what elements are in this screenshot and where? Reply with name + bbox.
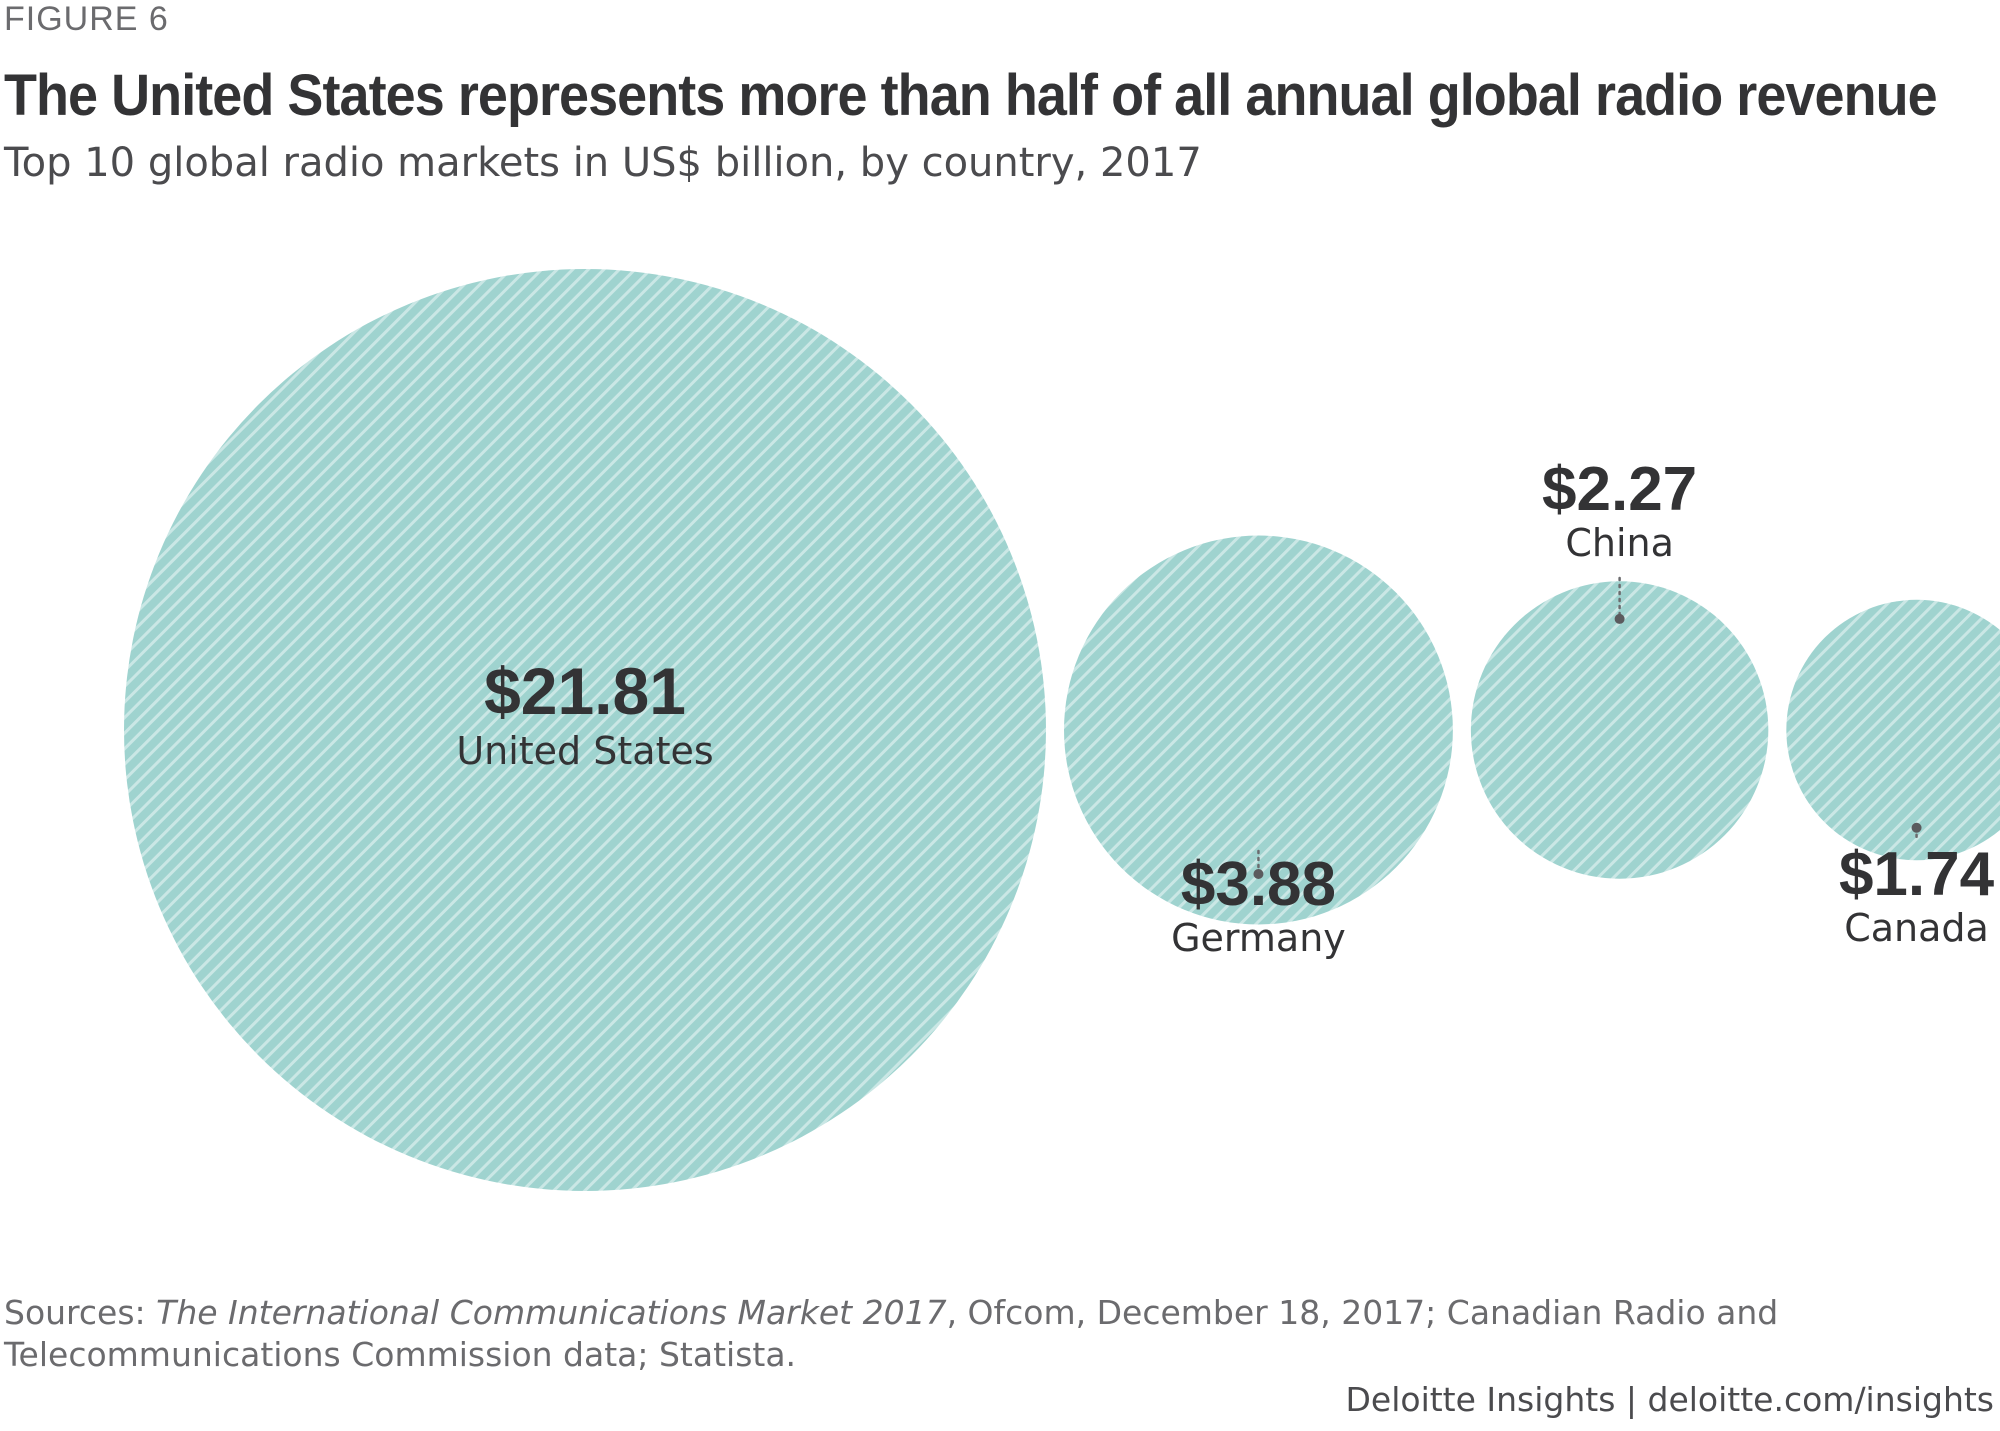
sources-prefix: Sources: xyxy=(4,1293,157,1332)
leader-dot-canada xyxy=(1911,822,1922,833)
value-label-china: $2.27 xyxy=(1542,455,1697,524)
value-label-united-states: $21.81 xyxy=(484,654,686,728)
country-label-canada: Canada xyxy=(1844,906,1989,950)
bubble-china xyxy=(1470,581,1769,879)
value-label-germany: $3.88 xyxy=(1181,850,1336,919)
bubbles-group xyxy=(124,269,2000,1191)
sources-italic-title: The International Communications Market … xyxy=(156,1293,947,1332)
value-label-canada: $1.74 xyxy=(1839,840,1995,909)
country-label-united-states: United States xyxy=(456,729,713,773)
leader-dot-china xyxy=(1614,613,1625,624)
bubble-united-states xyxy=(124,269,1046,1191)
sources-rest: , Ofcom, December 18, 2017; Canadian Rad… xyxy=(4,1293,1779,1374)
chart-subtitle: Top 10 global radio markets in US$ billi… xyxy=(4,140,1202,186)
country-label-germany: Germany xyxy=(1171,916,1346,960)
bubble-germany xyxy=(1064,535,1453,925)
country-label-china: China xyxy=(1565,521,1674,565)
brand-credit: Deloitte Insights | deloitte.com/insight… xyxy=(1345,1380,1995,1419)
bubble-canada xyxy=(1786,599,2000,861)
sources-note: Sources: The International Communication… xyxy=(4,1292,1904,1376)
figure-label: FIGURE 6 xyxy=(4,0,169,38)
chart-title: The United States represents more than h… xyxy=(4,63,1938,128)
leader-dot-germany xyxy=(1253,868,1264,879)
leader-lines-group xyxy=(1253,576,1922,879)
